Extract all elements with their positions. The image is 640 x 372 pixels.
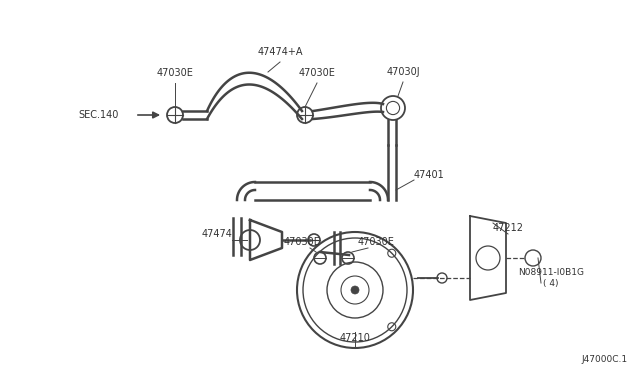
- Text: 47030E: 47030E: [284, 237, 321, 247]
- Text: N08911-I0B1G
( 4): N08911-I0B1G ( 4): [518, 268, 584, 288]
- Text: 47212: 47212: [493, 223, 524, 233]
- Text: 47474: 47474: [201, 229, 232, 239]
- Text: 47474+A: 47474+A: [257, 47, 303, 57]
- Text: 47401: 47401: [414, 170, 445, 180]
- Text: 47030J: 47030J: [386, 67, 420, 77]
- Text: 47030E: 47030E: [358, 237, 394, 247]
- Text: J47000C.1: J47000C.1: [582, 355, 628, 364]
- Text: 47210: 47210: [340, 333, 371, 343]
- Text: SEC.140: SEC.140: [79, 110, 119, 120]
- Text: 47030E: 47030E: [157, 68, 193, 78]
- Circle shape: [351, 286, 359, 294]
- Text: 47030E: 47030E: [299, 68, 335, 78]
